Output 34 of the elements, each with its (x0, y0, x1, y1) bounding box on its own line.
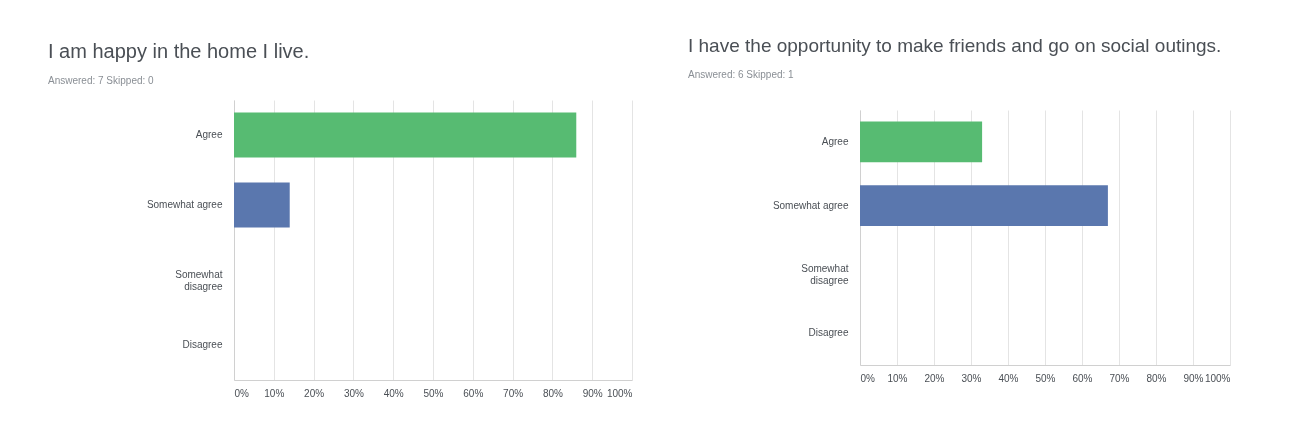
x-tick-label: 100% (606, 387, 633, 399)
x-tick-label: 80% (542, 387, 564, 399)
y-tick-label: Disagree (808, 327, 849, 339)
y-tick-label: Somewhat agree (146, 199, 223, 210)
x-tick-label: 20% (924, 372, 945, 384)
y-tick-label: Agree (195, 129, 223, 140)
x-tick-label: 10% (264, 387, 285, 399)
y-tick-label: Somewhat disagree (801, 263, 849, 287)
x-tick-label: 50% (423, 387, 444, 399)
y-tick-label: Disagree (182, 339, 223, 350)
x-tick-label: 100% (1204, 372, 1231, 384)
x-tick-label: 60% (1072, 372, 1093, 384)
x-tick-label: 40% (998, 372, 1019, 384)
x-tick-label: 60% (463, 387, 484, 399)
x-tick-label: 70% (1109, 372, 1130, 384)
x-tick-label: 30% (961, 372, 982, 384)
y-tick-label: Somewhat agree (772, 199, 849, 211)
x-tick-label: 80% (1146, 372, 1167, 384)
x-tick-label: 40% (383, 387, 404, 399)
x-tick-label: 30% (343, 387, 365, 399)
x-tick-label: 50% (1035, 372, 1056, 384)
y-tick-label: Somewhat disagree (175, 269, 223, 292)
text: Answered: 7 Skipped: 0 (48, 75, 155, 86)
chart-title: I am happy in the home I live. (48, 40, 310, 62)
chart-title: I have the opportunity to make friends and go on social outings. (688, 35, 1222, 56)
y-tick-label: Agree (821, 135, 849, 147)
x-tick-label: 0% (860, 372, 876, 384)
text: Answered: 6 Skipped: 1 (688, 69, 795, 80)
x-tick-label: 90% (582, 387, 603, 399)
x-tick-label: 20% (304, 387, 325, 399)
x-tick-label: 10% (887, 372, 908, 384)
x-tick-label: 70% (503, 387, 524, 399)
x-tick-label: 90% (1183, 372, 1204, 384)
x-tick-label: 0% (234, 387, 250, 399)
